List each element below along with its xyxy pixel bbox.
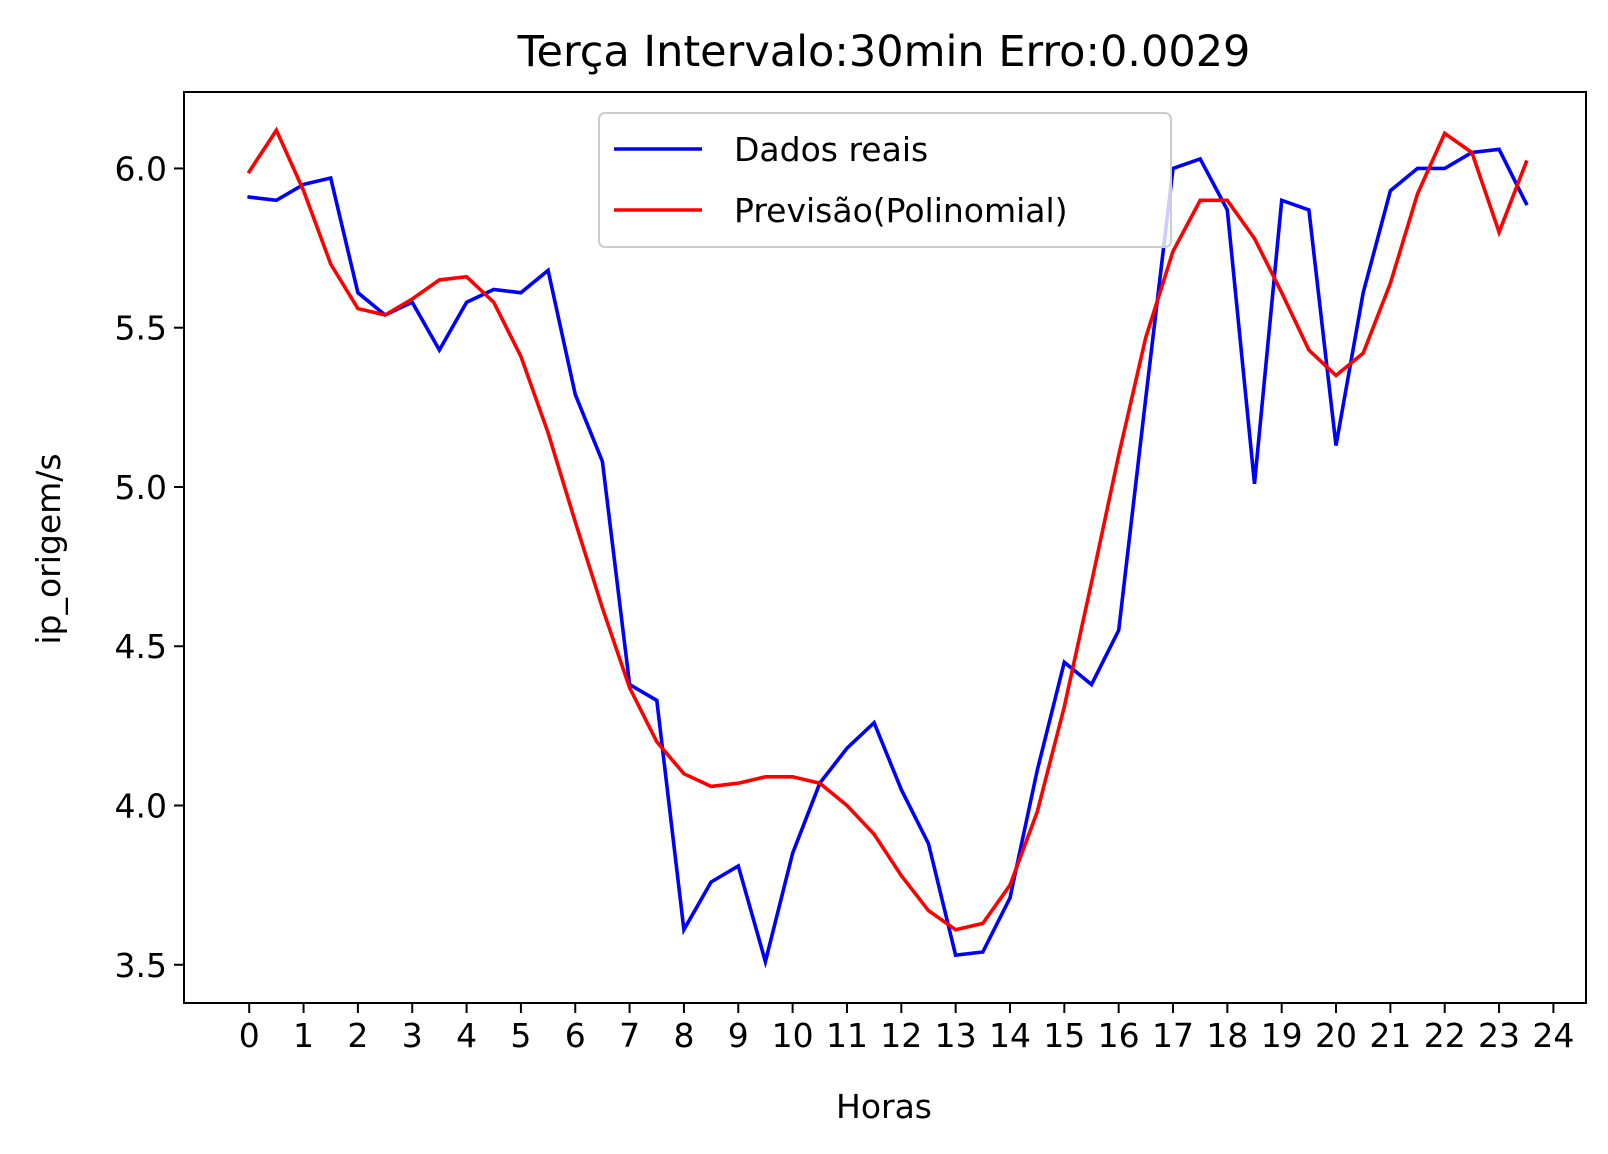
- y-axis-label: ip_origem/s: [29, 453, 68, 644]
- x-tick-label: 7: [619, 1016, 640, 1055]
- x-axis-ticks: 0 1 2 3 4 5 6 7 8 9 10 11 12 13 14 15 16 17 18 19 20 21 22 23 24: [239, 1003, 1574, 1055]
- x-tick-label: 6: [565, 1016, 586, 1055]
- x-tick-label: 14: [989, 1016, 1031, 1055]
- plot-area-frame: [183, 91, 1587, 1004]
- y-tick-label: 5.0: [115, 468, 167, 507]
- y-tick-label: 6.0: [115, 149, 167, 188]
- x-tick-label: 5: [510, 1016, 531, 1055]
- x-tick-label: 15: [1043, 1016, 1085, 1055]
- legend-box: [598, 112, 1172, 248]
- x-tick-label: 16: [1098, 1016, 1140, 1055]
- x-tick-label: 18: [1206, 1016, 1248, 1055]
- y-axis-ticks: 3.5 4.0 4.5 5.0 5.5 6.0: [115, 149, 184, 985]
- x-tick-label: 9: [728, 1016, 749, 1055]
- x-tick-label: 17: [1152, 1016, 1194, 1055]
- x-axis-label: Horas: [836, 1087, 932, 1126]
- x-tick-label: 20: [1315, 1016, 1357, 1055]
- x-tick-label: 0: [239, 1016, 260, 1055]
- y-tick-label: 4.5: [115, 627, 167, 666]
- x-tick-label: 2: [347, 1016, 368, 1055]
- x-tick-label: 4: [456, 1016, 477, 1055]
- series-line-previsao-polinomial: [246, 126, 1529, 932]
- series-line-dados-reais: [247, 147, 1529, 969]
- x-tick-label: 19: [1261, 1016, 1303, 1055]
- legend: Dados reais Previsão(Polinomial): [598, 112, 1172, 248]
- x-tick-label: 8: [673, 1016, 694, 1055]
- x-tick-label: 11: [826, 1016, 868, 1055]
- x-tick-label: 21: [1369, 1016, 1411, 1055]
- legend-label: Previsão(Polinomial): [734, 191, 1068, 230]
- y-tick-label: 3.5: [115, 946, 167, 985]
- series-layer: [246, 126, 1529, 969]
- x-tick-label: 1: [293, 1016, 314, 1055]
- x-tick-label: 23: [1478, 1016, 1520, 1055]
- x-tick-label: 10: [772, 1016, 814, 1055]
- y-tick-label: 4.0: [115, 787, 167, 826]
- chart-title: Terça Intervalo:30min Erro:0.0029: [517, 27, 1251, 77]
- x-tick-label: 12: [880, 1016, 922, 1055]
- x-tick-label: 22: [1424, 1016, 1466, 1055]
- legend-label: Dados reais: [734, 130, 928, 169]
- x-tick-label: 24: [1532, 1016, 1574, 1055]
- y-tick-label: 5.5: [115, 309, 167, 348]
- x-tick-label: 3: [402, 1016, 423, 1055]
- x-tick-label: 13: [935, 1016, 977, 1055]
